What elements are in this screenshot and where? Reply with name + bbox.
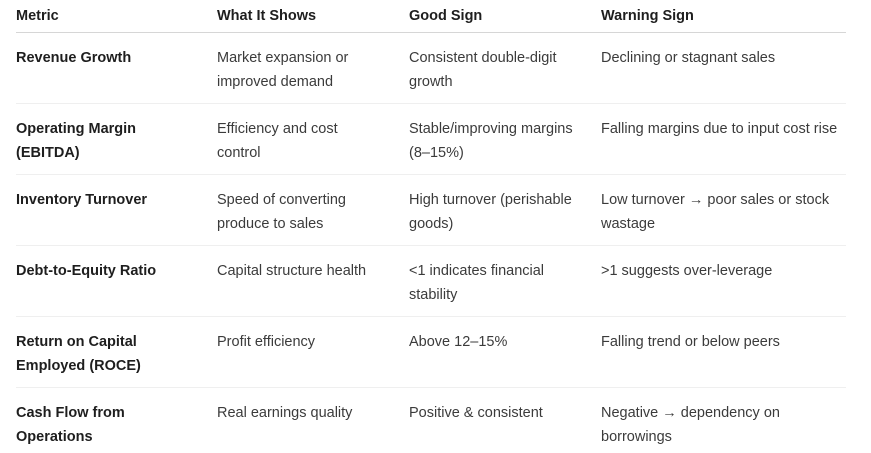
cell-good: Stable/improving margins (8–15%) <box>409 121 573 161</box>
table-row: Revenue Growth Market expansion or improv… <box>16 33 846 104</box>
cell-warning: Low turnover → poor sales or stock wasta… <box>601 192 830 232</box>
column-header-good-sign: Good Sign <box>409 8 483 24</box>
cell-good: Positive & consistent <box>409 405 543 421</box>
financial-metrics-table: Metric What It Shows Good Sign Warning S… <box>16 0 846 453</box>
cell-warning: Negative → dependency on borrowings <box>601 405 780 445</box>
table-body: Revenue Growth Market expansion or improv… <box>16 33 846 453</box>
cell-shows: Market expansion or improved demand <box>217 50 349 90</box>
cell-metric: Cash Flow from Operations <box>16 405 125 445</box>
cell-metric: Revenue Growth <box>16 50 132 66</box>
column-header-what-it-shows: What It Shows <box>217 8 317 24</box>
cell-good: High turnover (perishable goods) <box>409 192 572 232</box>
table-row: Inventory Turnover Speed of converting pr… <box>16 175 846 246</box>
table-row: Cash Flow from Operations Real earnings q… <box>16 388 846 453</box>
cell-metric: Inventory Turnover <box>16 192 148 208</box>
table-row: Return on Capital Employed (ROCE) Profit … <box>16 317 846 388</box>
cell-good: Consistent double-digit growth <box>409 50 557 90</box>
column-header-warning-sign: Warning Sign <box>601 8 694 24</box>
table-row: Debt-to-Equity Ratio Capital structure he… <box>16 246 846 317</box>
cell-metric: Return on Capital Employed (ROCE) <box>16 334 141 374</box>
column-header-metric: Metric <box>16 8 59 24</box>
cell-good: <1 indicates financial stability <box>409 263 545 303</box>
cell-shows: Efficiency and cost control <box>217 121 338 161</box>
cell-shows: Real earnings quality <box>217 405 353 421</box>
cell-shows: Profit efficiency <box>217 334 316 350</box>
cell-good: Above 12–15% <box>409 334 508 350</box>
cell-warning: >1 suggests over-leverage <box>601 263 773 279</box>
cell-warning: Declining or stagnant sales <box>601 50 776 66</box>
cell-warning: Falling trend or below peers <box>601 334 780 350</box>
table-header-row: Metric What It Shows Good Sign Warning S… <box>16 0 846 33</box>
cell-shows: Capital structure health <box>217 263 367 279</box>
cell-warning: Falling margins due to input cost rise <box>601 121 838 137</box>
cell-metric: Debt-to-Equity Ratio <box>16 263 157 279</box>
cell-metric: Operating Margin (EBITDA) <box>16 121 137 161</box>
cell-shows: Speed of converting produce to sales <box>217 192 346 232</box>
table-row: Operating Margin (EBITDA) Efficiency and … <box>16 104 846 175</box>
